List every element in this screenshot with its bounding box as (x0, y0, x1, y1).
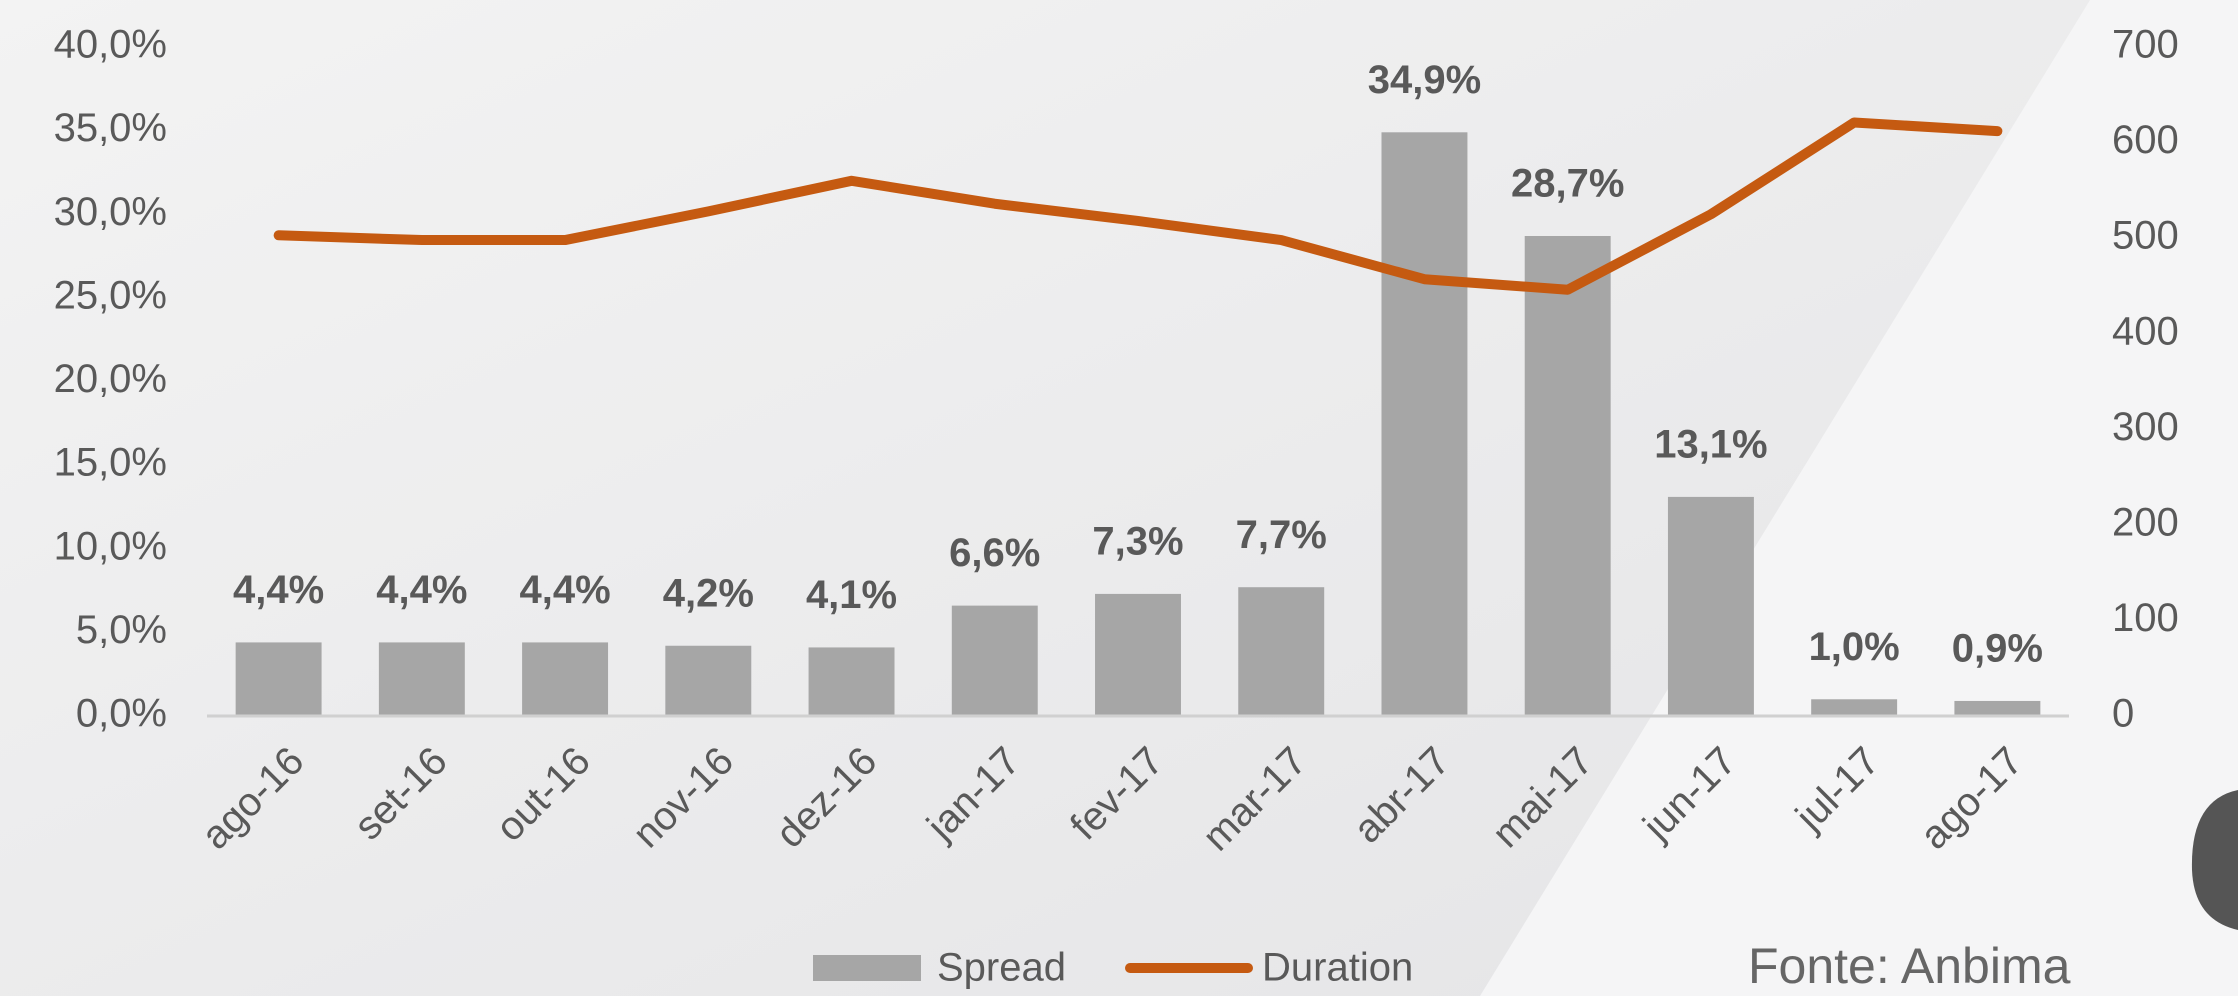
y2-tick-label: 0 (2112, 692, 2134, 736)
y-tick-label: 0,0% (76, 692, 167, 736)
y-tick-label: 40,0% (54, 23, 167, 67)
line (273, 117, 2003, 295)
source-note: Fonte: Anbima (1748, 938, 2071, 994)
y-tick-label: 20,0% (54, 357, 167, 401)
y2-tick-label: 500 (2112, 214, 2179, 258)
data-label: 7,7% (1236, 513, 1327, 557)
data-label: 0,9% (1952, 627, 2043, 671)
y2-tick-label: 700 (2112, 23, 2179, 67)
bar (1811, 699, 1898, 716)
legend-swatch (813, 955, 921, 981)
y2-tick-label: 200 (2112, 500, 2179, 544)
data-label: 4,4% (233, 568, 324, 612)
data-label: 4,1% (806, 573, 897, 617)
data-label: 1,0% (1809, 625, 1900, 669)
bar (1667, 496, 1754, 716)
decor-corner (2191, 790, 2238, 930)
y-tick-label: 15,0% (54, 441, 167, 485)
y2-tick-label: 400 (2112, 309, 2179, 353)
bar (808, 647, 895, 716)
y2-tick-label: 300 (2112, 405, 2179, 449)
y-tick-label: 35,0% (54, 106, 167, 150)
bar (1238, 587, 1325, 716)
y-tick-label: 25,0% (54, 273, 167, 317)
decor-shape (1480, 0, 2238, 996)
legend-label: Duration (1262, 946, 1413, 990)
bar (1954, 700, 2041, 716)
bar (1524, 235, 1611, 716)
y-tick-label: 10,0% (54, 524, 167, 568)
data-label: 4,2% (663, 571, 754, 615)
data-label: 13,1% (1654, 422, 1767, 466)
y-tick-label: 30,0% (54, 190, 167, 234)
data-label: 28,7% (1511, 162, 1624, 206)
bar (378, 642, 465, 716)
y2-tick-label: 600 (2112, 118, 2179, 162)
y-tick-label: 5,0% (76, 608, 167, 652)
bar (665, 645, 752, 716)
data-label: 34,9% (1368, 58, 1481, 102)
data-label: 4,4% (519, 568, 610, 612)
data-label: 7,3% (1092, 519, 1183, 563)
y2-tick-label: 100 (2112, 596, 2179, 640)
bar (1095, 593, 1181, 716)
data-label: 6,6% (949, 531, 1040, 575)
legend-label: Spread (937, 946, 1066, 990)
bar (1381, 132, 1468, 717)
data-label: 4,4% (376, 568, 467, 612)
bar (235, 642, 322, 716)
bar (951, 605, 1038, 716)
bar (522, 642, 609, 716)
